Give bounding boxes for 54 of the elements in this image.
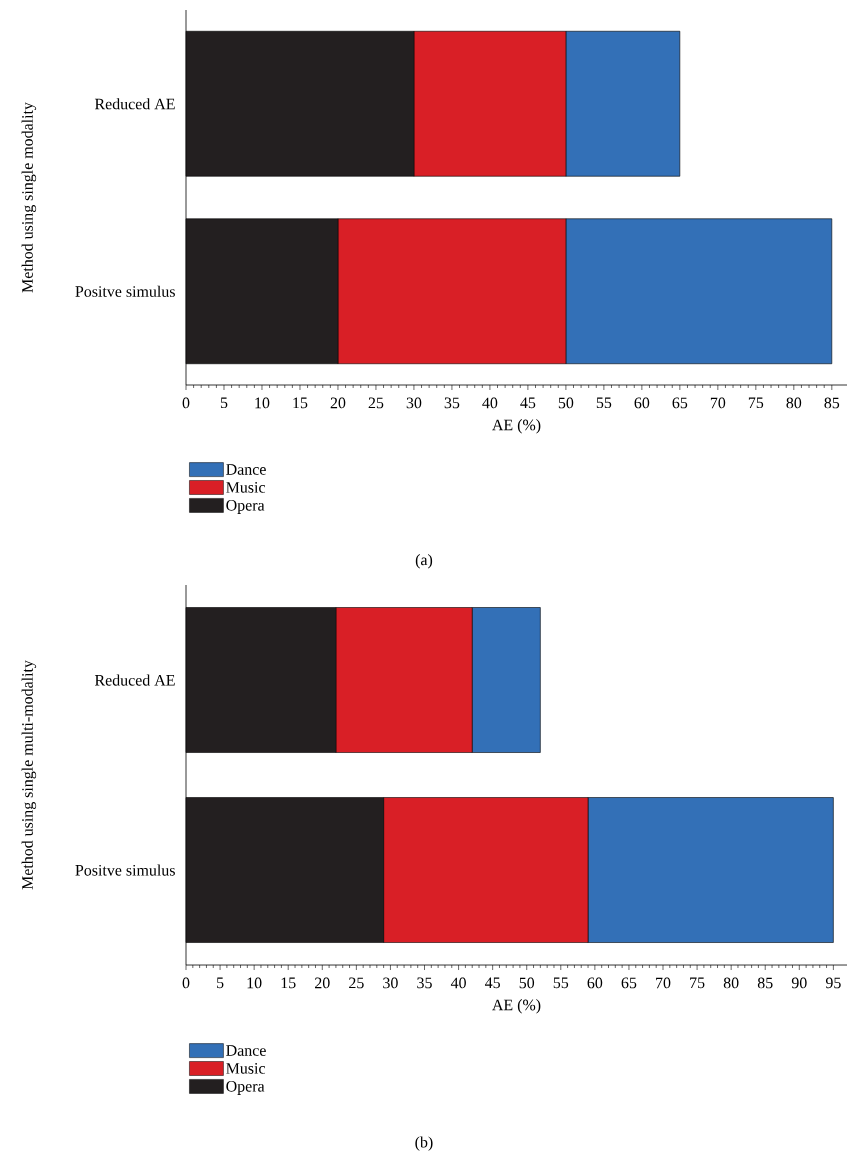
x-tick-label: 40 — [450, 977, 466, 989]
legend-label: Music — [226, 482, 266, 493]
x-tick-label: 30 — [383, 977, 398, 989]
x-tick-label: 15 — [293, 397, 308, 409]
x-tick-label: 25 — [349, 977, 364, 989]
x-tick-label: 70 — [710, 397, 726, 409]
y-axis-title: Method using single modality — [21, 102, 37, 293]
x-tick-label: 55 — [553, 977, 569, 989]
x-tick-label: 10 — [247, 977, 262, 989]
y-tick-label: Reduced AE — [94, 674, 175, 686]
x-tick-label: 45 — [484, 977, 500, 989]
legend-label: Dance — [226, 464, 266, 475]
x-axis-title: AE (%) — [492, 419, 541, 434]
x-axis-title: AE (%) — [492, 999, 541, 1014]
y-tick-label: Reduced AE — [94, 98, 175, 110]
x-tick-label: 30 — [406, 397, 422, 409]
legend-label: Dance — [226, 1045, 266, 1056]
x-tick-label: 65 — [621, 977, 637, 989]
x-tick-label: 65 — [672, 397, 688, 409]
x-tick-label: 0 — [182, 397, 190, 409]
x-tick-label: 60 — [587, 977, 603, 989]
x-tick-label: 10 — [255, 397, 270, 409]
x-tick-label: 25 — [368, 397, 384, 409]
x-tick-label: 40 — [482, 397, 498, 409]
x-tick-label: 85 — [757, 977, 773, 989]
x-tick-label: 85 — [824, 397, 840, 409]
legend-label: Opera — [226, 1080, 265, 1095]
legend-label: Opera — [226, 499, 265, 514]
x-tick-label: 60 — [634, 397, 650, 409]
x-tick-label: 5 — [217, 977, 224, 989]
x-tick-label: 80 — [723, 977, 739, 989]
x-tick-label: 75 — [690, 977, 705, 989]
x-tick-label: 80 — [786, 397, 802, 409]
x-tick-label: 20 — [330, 397, 346, 409]
text: (b) — [415, 1136, 433, 1151]
y-tick-label: Positve simulus — [75, 864, 175, 876]
x-tick-label: 70 — [656, 977, 671, 989]
x-tick-label: 35 — [444, 397, 460, 409]
x-tick-label: 50 — [519, 977, 535, 989]
x-tick-label: 0 — [182, 977, 190, 989]
x-tick-label: 5 — [220, 397, 228, 409]
y-tick-label: Positve simulus — [75, 285, 175, 297]
x-tick-label: 55 — [596, 397, 612, 409]
legend-label: Music — [226, 1063, 266, 1074]
x-tick-label: 75 — [748, 397, 764, 409]
x-tick-label: 20 — [315, 977, 330, 989]
y-axis-title: Method using single multi-modality — [21, 660, 37, 890]
x-tick-label: 45 — [520, 397, 536, 409]
x-tick-label: 15 — [281, 977, 296, 989]
x-tick-label: 50 — [558, 397, 574, 409]
x-tick-label: 35 — [417, 977, 432, 989]
x-tick-label: 95 — [825, 977, 841, 989]
x-tick-label: 90 — [791, 977, 807, 989]
text: (a) — [415, 554, 433, 569]
